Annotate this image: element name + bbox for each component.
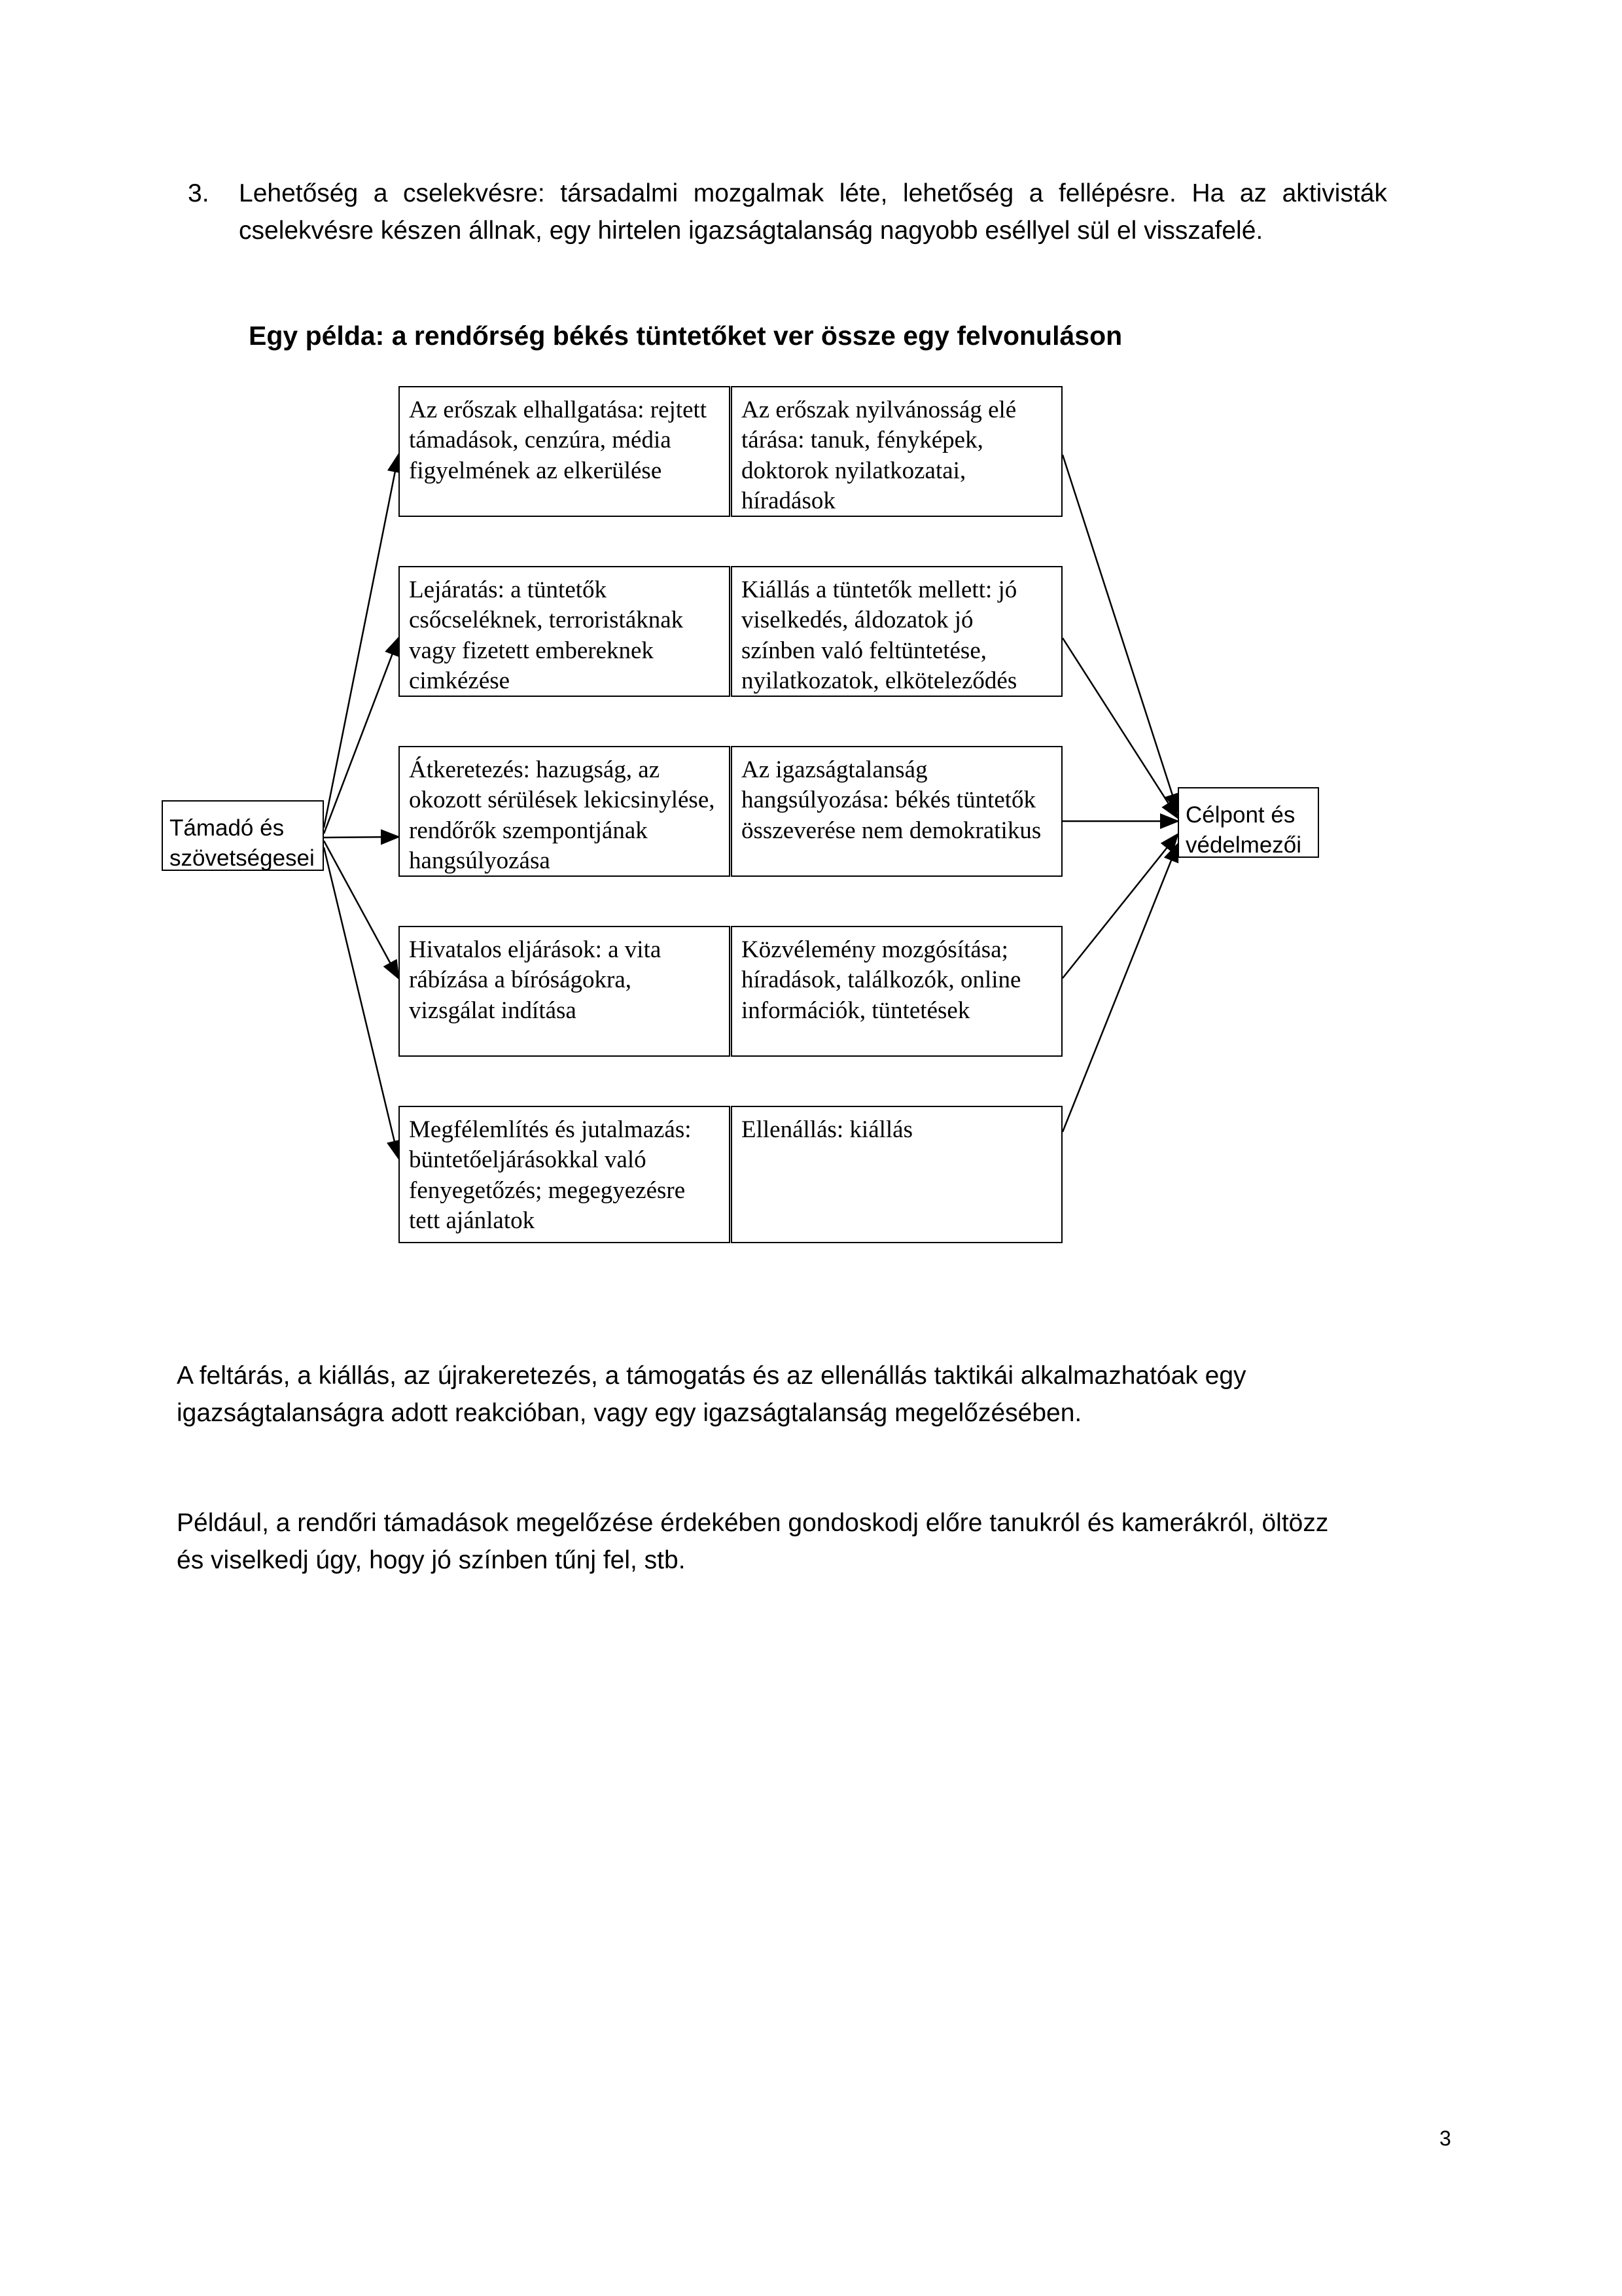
diagram-cell-right-0: Az erőszak nyilvánosság elé tárása: tanu… [731, 386, 1063, 517]
diagram-cell-right-3: Közvélemény mozgósítása; híradások, talá… [731, 926, 1063, 1057]
diagram-left-label: Támadó és szövetségesei [162, 800, 324, 871]
diagram-right-label: Célpont és védelmezői [1178, 787, 1319, 858]
diagram-cell-left-4: Megfélemlítés és jutalmazás: büntetőeljá… [398, 1106, 730, 1243]
diagram-cell-left-2: Átkeretezés: hazugság, az okozott sérülé… [398, 746, 730, 877]
list-item-text: Lehetőség a cselekvésre: társadalmi mozg… [239, 175, 1387, 249]
page: 3. Lehetőség a cselekvésre: társadalmi m… [0, 0, 1622, 2296]
page-number: 3 [1439, 2127, 1451, 2151]
diagram-container: Támadó és szövetségesei Célpont és védel… [162, 383, 1319, 1302]
example-title: Egy példa: a rendőrség békés tüntetőket … [249, 321, 1387, 351]
diagram-cell-right-1: Kiállás a tüntetők mellett: jó viselkedé… [731, 566, 1063, 697]
diagram-cell-left-3: Hivatalos eljárások: a vita rábízása a b… [398, 926, 730, 1057]
paragraph-2: Például, a rendőri támadások megelőzése … [177, 1505, 1354, 1579]
paragraph-1: A feltárás, a kiállás, az újrakeretezés,… [177, 1358, 1354, 1432]
diagram-cell-left-0: Az erőszak elhallgatása: rejtett támadás… [398, 386, 730, 517]
list-item-number: 3. [188, 175, 209, 213]
diagram-cell-left-1: Lejáratás: a tüntetők csőcseléknek, terr… [398, 566, 730, 697]
diagram-cell-right-4: Ellenállás: kiállás [731, 1106, 1063, 1243]
diagram-cell-right-2: Az igazságtalanság hangsúlyozása: békés … [731, 746, 1063, 877]
